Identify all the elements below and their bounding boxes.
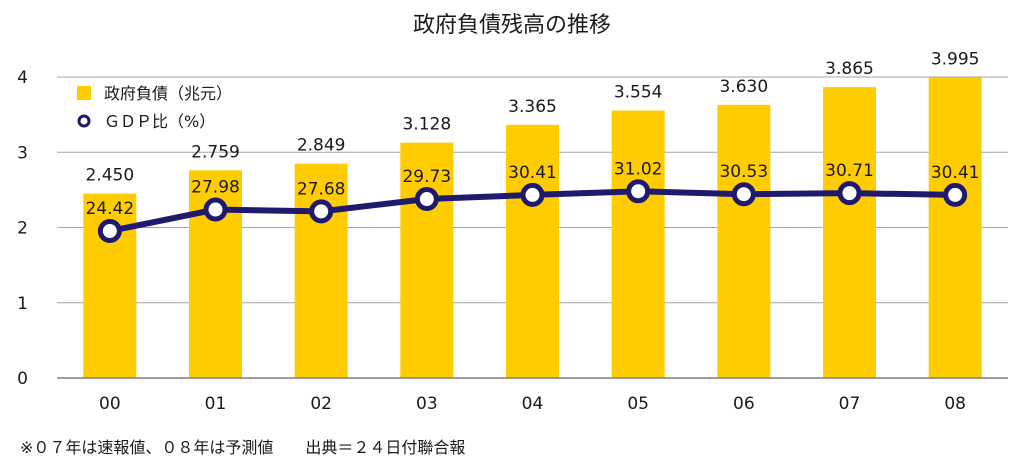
line-value-label: 24.42 [85, 199, 134, 219]
x-tick-label: 02 [310, 394, 332, 414]
x-tick-label: 00 [99, 394, 121, 414]
line-point [203, 197, 228, 222]
bar-series [83, 77, 982, 379]
legend: 政府負債（兆元） ＧＤＰ比（%） [77, 84, 232, 131]
y-tick-label: 4 [17, 68, 28, 88]
bar [400, 142, 454, 378]
x-tick-label: 06 [733, 394, 755, 414]
bar-value-label: 2.450 [85, 166, 134, 186]
line-value-label: 30.71 [825, 161, 874, 181]
legend-line-label: ＧＤＰ比（%） [104, 112, 215, 131]
line-value-label: 27.98 [191, 178, 240, 198]
x-tick-label: 03 [416, 394, 438, 414]
line-value-label: 30.41 [508, 163, 557, 183]
bar-value-label: 3.365 [508, 97, 557, 117]
data-labels: 2.450 2.759 2.849 3.128 3.365 3.554 3.630 3.865… [85, 49, 979, 219]
bar-value-label: 3.995 [931, 49, 980, 69]
bar [506, 124, 559, 378]
y-tick-label: 3 [17, 143, 28, 163]
line-point [837, 181, 862, 206]
x-tick-label: 01 [205, 394, 227, 414]
bar-value-label: 3.128 [402, 115, 451, 135]
legend-bar-swatch [77, 86, 91, 100]
bar [611, 110, 665, 379]
line-value-label: 30.53 [719, 162, 768, 182]
line-value-label: 27.68 [297, 179, 346, 199]
x-tick-label: 08 [944, 394, 966, 414]
bar-value-label: 2.849 [297, 136, 346, 156]
y-tick-label: 0 [17, 369, 28, 389]
x-tick-label: 07 [839, 394, 861, 414]
bar [928, 77, 982, 378]
chart-title: 政府負債残高の推移 [413, 13, 611, 38]
bar-value-label: 3.865 [825, 59, 874, 79]
x-tick-label: 05 [627, 394, 649, 414]
line-point [626, 179, 651, 204]
footnote: ※０７年は速報値、０８年は予測値 出典＝２４日付聯合報 [20, 438, 465, 457]
bar [823, 87, 876, 378]
line-point [97, 218, 122, 243]
x-tick-label: 04 [522, 394, 544, 414]
y-tick-label: 2 [17, 219, 28, 239]
bar [294, 163, 348, 378]
y-tick-label: 1 [17, 294, 28, 314]
line-point [943, 182, 968, 207]
line-value-label: 31.02 [614, 159, 663, 179]
line-value-label: 29.73 [402, 167, 451, 187]
bar-value-label: 2.759 [191, 142, 240, 162]
line-point [414, 187, 439, 212]
bar-value-label: 3.630 [719, 77, 768, 97]
line-value-label: 30.41 [931, 163, 980, 183]
line-point [731, 182, 756, 207]
legend-line-marker [77, 114, 91, 128]
legend-bar-label: 政府負債（兆元） [104, 84, 232, 103]
bar-value-label: 3.554 [614, 83, 663, 103]
line-point [309, 199, 334, 224]
line-series [97, 179, 968, 243]
line-point [520, 182, 545, 207]
bar [717, 104, 771, 378]
